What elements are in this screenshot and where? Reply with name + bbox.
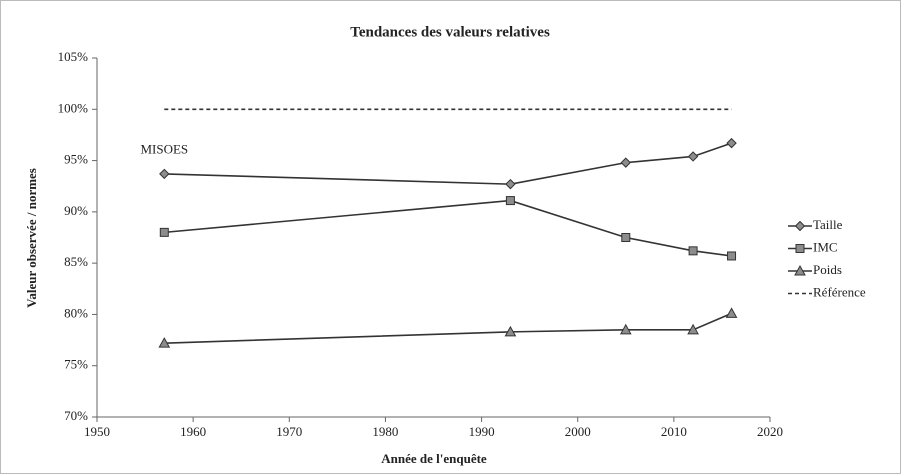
data-point bbox=[504, 325, 517, 337]
x-tick-label: 2010 bbox=[661, 424, 687, 439]
chart-title: Tendances des valeurs relatives bbox=[350, 24, 550, 40]
data-point bbox=[687, 151, 699, 162]
x-tick-label: 1960 bbox=[180, 424, 206, 439]
legend-marker bbox=[794, 264, 806, 276]
x-tick-label: 1970 bbox=[276, 424, 302, 439]
y-tick-label: 80% bbox=[64, 305, 88, 320]
data-point bbox=[505, 196, 515, 206]
y-tick-label: 95% bbox=[64, 152, 88, 167]
x-tick-label: 2000 bbox=[565, 424, 591, 439]
x-tick-label: 1980 bbox=[372, 424, 398, 439]
data-point bbox=[726, 137, 737, 149]
data-point bbox=[159, 227, 169, 237]
data-point bbox=[727, 251, 737, 261]
legend-marker bbox=[795, 244, 805, 253]
data-point bbox=[725, 307, 738, 318]
legend-label: IMC bbox=[813, 239, 838, 254]
y-tick-label: 105% bbox=[58, 49, 89, 64]
data-point bbox=[619, 323, 632, 335]
legend-marker bbox=[794, 220, 806, 232]
data-point bbox=[621, 233, 631, 242]
data-point bbox=[620, 157, 631, 168]
y-axis-title: Valeur observée / normes bbox=[24, 168, 39, 308]
data-point bbox=[159, 168, 170, 180]
y-tick-label: 85% bbox=[64, 254, 88, 269]
y-tick-label: 90% bbox=[64, 203, 88, 218]
data-point bbox=[158, 337, 171, 348]
data-point bbox=[687, 323, 699, 335]
legend-label: Poids bbox=[813, 262, 842, 277]
data-point bbox=[505, 178, 516, 190]
legend-label: Taille bbox=[813, 217, 843, 232]
y-tick-label: 75% bbox=[64, 357, 88, 372]
x-tick-label: 1990 bbox=[469, 424, 495, 439]
data-point bbox=[688, 246, 698, 256]
x-tick-label: 1950 bbox=[84, 424, 110, 439]
legend-label: Référence bbox=[813, 284, 866, 299]
y-tick-label: 70% bbox=[64, 408, 88, 423]
x-axis-title: Année de l'enquête bbox=[381, 451, 487, 466]
y-tick-label: 100% bbox=[58, 100, 89, 115]
x-tick-label: 2020 bbox=[757, 424, 783, 439]
annotation: MISOES bbox=[140, 141, 188, 156]
